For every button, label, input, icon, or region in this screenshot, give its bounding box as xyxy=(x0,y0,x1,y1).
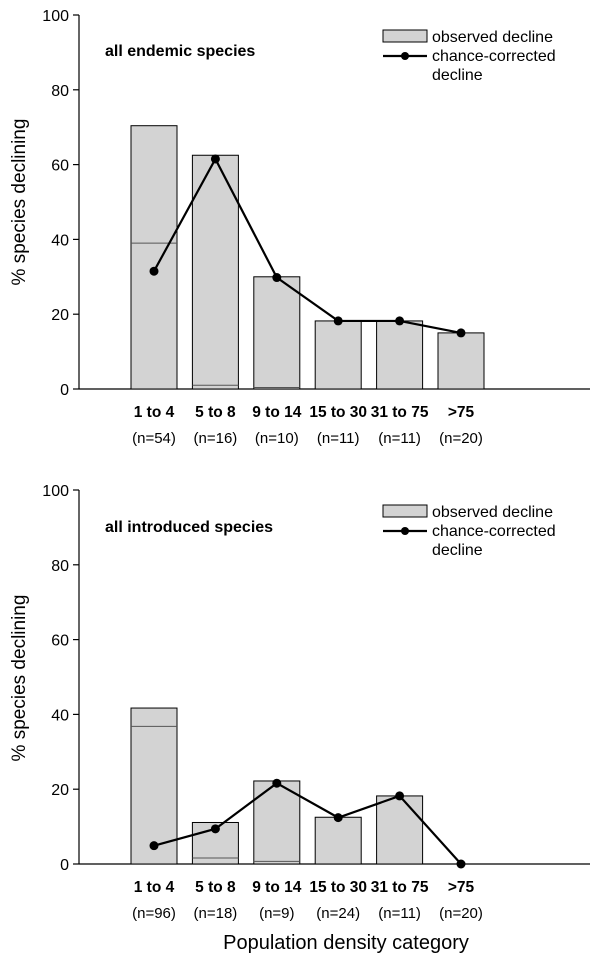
legend-line-marker xyxy=(401,527,409,535)
legend-bar-swatch xyxy=(382,29,428,43)
y-tick-label: 20 xyxy=(51,782,69,799)
bar-observed-2 xyxy=(253,276,301,390)
legend-bar-swatch xyxy=(382,504,428,518)
sample-size-label: (n=11) xyxy=(317,430,360,447)
y-tick-label: 40 xyxy=(51,707,69,724)
legend-endemic: observed decline chance-corrected declin… xyxy=(382,29,556,84)
y-tick-label: 80 xyxy=(51,83,69,100)
legend-bar-label: observed decline xyxy=(432,504,553,521)
chance-corrected-point-3 xyxy=(333,316,343,326)
sample-size-label: (n=24) xyxy=(316,905,360,922)
bar-observed-4 xyxy=(376,320,424,390)
x-tick-label: 9 to 14 xyxy=(252,879,301,896)
sample-size-label: (n=11) xyxy=(378,430,421,447)
y-tick-label: 20 xyxy=(51,307,69,324)
sample-size-label: (n=16) xyxy=(194,430,238,447)
x-axis-label: Population density category xyxy=(223,932,469,954)
x-tick-label: 1 to 4 xyxy=(134,879,175,896)
y-tick-label: 60 xyxy=(51,633,69,650)
bar-observed-5 xyxy=(437,332,485,390)
panel-title-introduced: all introduced species xyxy=(105,519,273,536)
sample-size-label: (n=9) xyxy=(259,905,294,922)
sample-size-label: (n=18) xyxy=(194,905,238,922)
sample-size-label: (n=54) xyxy=(132,430,176,447)
x-tick-label: 9 to 14 xyxy=(252,404,301,421)
bar-observed-4 xyxy=(376,795,424,865)
panel-endemic: % species declining 0 20 40 60 80 100 1 to 4 (n… xyxy=(9,8,590,447)
bar-observed-0 xyxy=(130,125,178,390)
y-tick-label: 100 xyxy=(42,8,69,25)
chance-corrected-point-2 xyxy=(272,273,282,283)
chance-corrected-point-5 xyxy=(456,859,466,869)
sample-size-label: (n=20) xyxy=(439,430,483,447)
x-tick-label: 31 to 75 xyxy=(371,404,429,421)
marks-introduced: 0 20 40 60 80 100 1 to 4 (n=96) 5 to 8 (n=18) 9 to… xyxy=(42,483,590,922)
legend-line-label-2: decline xyxy=(432,542,483,559)
bar-observed-0 xyxy=(130,707,178,865)
y-tick-label: 60 xyxy=(51,158,69,175)
x-tick-label: 15 to 30 xyxy=(309,404,367,421)
legend-line-label-1: chance-corrected xyxy=(432,523,556,540)
chance-corrected-point-0 xyxy=(149,841,159,851)
chance-corrected-point-2 xyxy=(272,778,282,788)
bar-observed-3 xyxy=(314,320,362,390)
legend-line-label-1: chance-corrected xyxy=(432,48,556,65)
chance-corrected-point-1 xyxy=(210,824,220,834)
y-tick-label: 80 xyxy=(51,558,69,575)
x-tick-label: 1 to 4 xyxy=(134,404,175,421)
sample-size-label: (n=20) xyxy=(439,905,483,922)
chance-corrected-point-1 xyxy=(210,154,220,164)
y-tick-label: 100 xyxy=(42,483,69,500)
sample-size-label: (n=10) xyxy=(255,430,299,447)
x-tick-label: 5 to 8 xyxy=(195,404,236,421)
y-tick-label: 0 xyxy=(60,382,69,399)
y-tick-label: 40 xyxy=(51,232,69,249)
chance-corrected-line xyxy=(153,156,462,334)
sample-size-label: (n=96) xyxy=(132,905,176,922)
legend-line-label-2: decline xyxy=(432,67,483,84)
bar-observed-3 xyxy=(314,816,362,865)
legend-bar-label: observed decline xyxy=(432,29,553,46)
x-tick-label: >75 xyxy=(448,404,475,421)
y-axis-label-introduced: % species declining xyxy=(9,595,30,762)
chance-corrected-point-0 xyxy=(149,266,159,276)
chance-corrected-point-5 xyxy=(456,328,466,338)
y-tick-label: 0 xyxy=(60,857,69,874)
panel-title-endemic: all endemic species xyxy=(105,43,255,60)
x-tick-label: 15 to 30 xyxy=(309,879,367,896)
bar-observed-1 xyxy=(191,154,239,390)
chance-corrected-point-3 xyxy=(333,813,343,823)
x-tick-label: 5 to 8 xyxy=(195,879,236,896)
legend-line-marker xyxy=(401,52,409,60)
x-tick-label: >75 xyxy=(448,879,475,896)
x-tick-label: 31 to 75 xyxy=(371,879,429,896)
chance-corrected-line xyxy=(153,781,462,865)
sample-size-label: (n=11) xyxy=(378,905,421,922)
legend-introduced: observed decline chance-corrected declin… xyxy=(382,504,556,559)
marks-endemic: 0 20 40 60 80 100 1 to 4 (n=54) 5 to 8 (n=16) 9 to… xyxy=(42,8,590,447)
y-axis-label-endemic: % species declining xyxy=(9,119,30,286)
chance-corrected-point-4 xyxy=(395,316,405,326)
chance-corrected-point-4 xyxy=(395,791,405,801)
panel-introduced: % species declining 0 20 40 60 80 100 1 to 4 (n… xyxy=(9,483,590,922)
